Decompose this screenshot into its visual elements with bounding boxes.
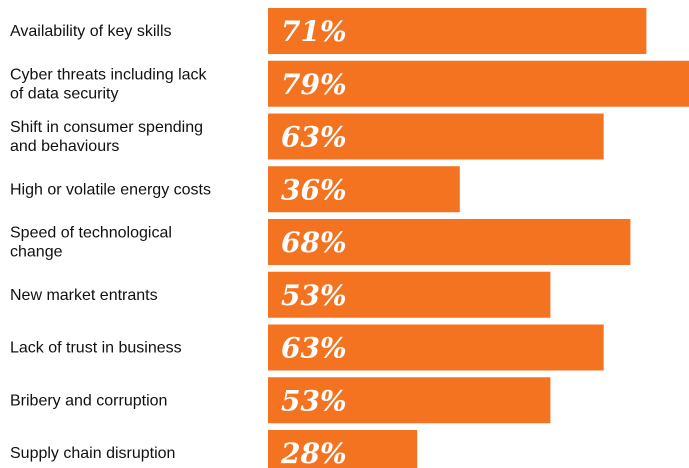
bar-8 [268,430,418,468]
category-label-6-line-0: Lack of trust in business [10,340,182,357]
category-label-5-line-0: New market entrants [10,287,158,304]
bar-7 [268,377,551,424]
category-label-4-line-0: Speed of technological [10,225,172,242]
value-label-0: 71% [281,15,347,48]
category-label-3-line-0: High or volatile energy costs [10,181,211,198]
category-label-2: Shift in consumer spending and behaviours [10,119,203,155]
category-label-0: Availability of key skills [10,23,172,40]
bars-group: 71% 79% 63% 36% 68% 53% 63% 53% 28% [268,8,689,468]
category-label-8: Supply chain disruption [10,445,175,462]
category-label-5: New market entrants [10,287,158,304]
category-label-1: Cyber threats including lack of data secu… [10,66,208,102]
category-label-2-line-0: Shift in consumer spending [10,119,203,136]
category-label-3: High or volatile energy costs [10,181,211,198]
category-label-4: Speed of technological change [10,225,172,261]
category-label-1-line-1: of data security [10,85,119,102]
category-label-0-line-0: Availability of key skills [10,23,172,40]
bar-3 [268,166,460,213]
category-label-7: Bribery and corruption [10,392,167,409]
bar-1 [268,60,689,107]
category-label-4-line-1: change [10,244,63,261]
bar-0 [268,8,647,54]
value-label-8: 28% [280,437,347,468]
bar-4 [268,219,631,265]
value-label-4: 68% [281,226,347,259]
value-label-1: 79% [281,68,347,101]
value-label-2: 63% [281,121,347,154]
category-labels-group: Availability of key skills Cyber threats … [10,23,211,462]
category-label-2-line-1: and behaviours [10,138,119,155]
category-label-7-line-0: Bribery and corruption [10,392,167,409]
bar-5 [268,271,551,318]
value-label-7: 53% [281,384,347,417]
category-label-1-line-0: Cyber threats including lack [10,66,208,83]
value-label-5: 53% [281,279,347,312]
bar-2 [268,113,604,160]
value-label-6: 63% [281,332,347,365]
value-label-3: 36% [281,173,347,206]
category-label-6: Lack of trust in business [10,340,182,357]
category-label-8-line-0: Supply chain disruption [10,445,175,462]
bar-6 [268,324,604,371]
